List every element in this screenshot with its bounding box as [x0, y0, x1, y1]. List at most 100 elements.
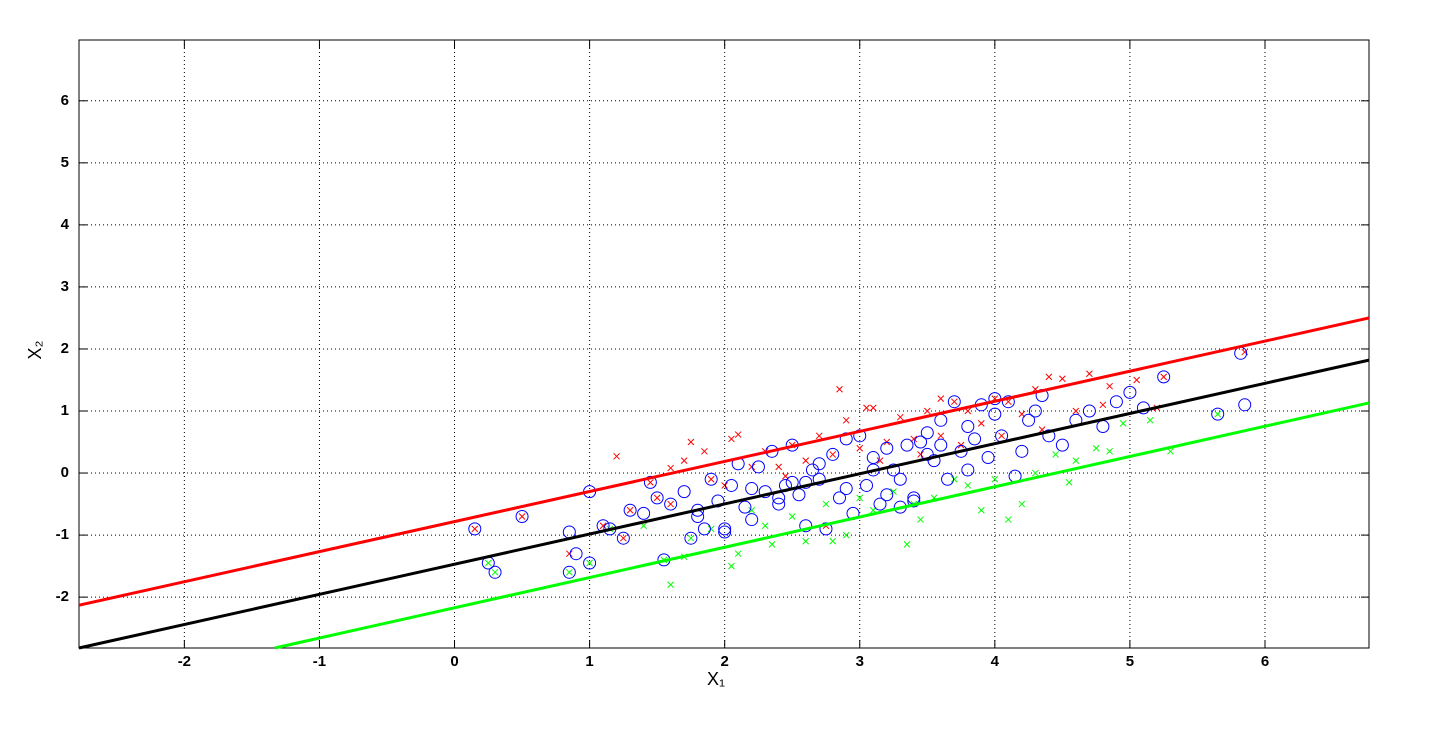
point-cross — [518, 513, 526, 520]
point-cross — [842, 416, 850, 424]
point-circle — [920, 426, 934, 440]
point-circle — [812, 457, 826, 471]
point-cross — [1072, 407, 1080, 415]
point-cross — [950, 398, 958, 406]
point-cross — [869, 404, 877, 412]
point-cross — [565, 550, 573, 558]
x-tick-label: 1 — [585, 653, 593, 670]
x-tick-label: 0 — [450, 653, 458, 670]
point-circle — [1042, 429, 1056, 443]
point-cross — [917, 516, 924, 523]
point-cross — [937, 432, 945, 440]
point-cross — [491, 568, 499, 576]
point-cross — [647, 478, 654, 486]
point-circle — [562, 565, 576, 579]
point-cross — [950, 475, 958, 483]
point-circle — [1082, 404, 1096, 418]
point-cross — [707, 475, 715, 483]
point-circle — [697, 522, 711, 536]
point-circle — [826, 447, 840, 461]
point-circle — [819, 522, 833, 536]
point-cross — [748, 463, 756, 471]
x-tick-label: -1 — [313, 653, 326, 670]
point-circle — [907, 494, 921, 508]
point-cross — [1065, 478, 1073, 486]
point-cross — [620, 534, 627, 542]
point-cross — [863, 404, 870, 412]
point-circle — [799, 519, 813, 533]
point-circle — [1211, 407, 1225, 421]
point-cross — [991, 475, 999, 483]
y-tick-label: -1 — [56, 526, 69, 543]
point-circle — [724, 478, 738, 492]
point-circle — [968, 432, 982, 446]
point-circle — [941, 472, 955, 486]
point-cross — [802, 457, 810, 464]
point-circle — [677, 485, 691, 499]
point-circle — [643, 475, 657, 489]
point-cross — [802, 537, 810, 545]
y-tick-label: 5 — [61, 154, 69, 171]
point-circle — [920, 447, 934, 461]
point-cross — [761, 522, 769, 530]
y-tick-label: 4 — [61, 216, 70, 233]
point-cross — [728, 435, 735, 443]
point-cross — [721, 482, 729, 489]
point-circle — [1022, 413, 1036, 427]
point-circle — [1123, 385, 1137, 399]
point-cross — [1106, 447, 1114, 455]
line — [274, 401, 1370, 650]
point-cross — [856, 494, 864, 502]
point-cross — [471, 525, 479, 533]
point-circle — [637, 506, 651, 520]
x-tick-label: 3 — [856, 653, 864, 670]
point-cross — [856, 444, 864, 452]
point-circle — [947, 395, 961, 409]
point-cross — [599, 522, 607, 530]
point-cross — [829, 537, 837, 545]
point-cross — [788, 513, 796, 520]
point-cross — [923, 407, 931, 415]
point-cross — [1119, 420, 1127, 427]
point-cross — [896, 413, 904, 421]
y-tick-label: 2 — [61, 340, 69, 357]
point-circle — [934, 438, 948, 452]
point-cross — [842, 531, 850, 539]
point-circle — [1157, 370, 1171, 384]
y-tick-label: 3 — [61, 278, 69, 295]
point-cross — [1214, 410, 1222, 418]
point-circle — [799, 475, 813, 489]
point-cross — [1045, 373, 1053, 381]
x-tick-label: 4 — [991, 653, 1000, 670]
point-circle — [961, 463, 975, 477]
point-cross — [822, 500, 830, 508]
point-cross — [977, 420, 985, 427]
point-circle — [718, 522, 732, 536]
point-circle — [812, 472, 826, 486]
point-circle — [623, 503, 637, 517]
point-circle — [718, 525, 732, 539]
line — [78, 358, 1370, 650]
point-cross — [687, 438, 695, 446]
point-cross — [734, 431, 742, 438]
point-cross — [1004, 516, 1012, 523]
point-circle — [772, 497, 786, 511]
point-cross — [734, 550, 742, 558]
point-cross — [748, 506, 756, 514]
point-circle — [914, 435, 928, 449]
point-circle — [1238, 398, 1252, 412]
point-cross — [815, 432, 823, 440]
point-cross — [1146, 416, 1154, 424]
point-cross — [626, 506, 634, 514]
point-cross — [586, 559, 593, 567]
point-circle — [880, 488, 894, 502]
point-circle — [839, 482, 853, 496]
point-cross — [687, 534, 695, 542]
point-cross — [876, 457, 884, 464]
point-cross — [977, 506, 985, 514]
x-axis-label: X₁ — [707, 669, 725, 689]
point-cross — [728, 562, 735, 570]
point-circle — [961, 420, 975, 434]
point-circle — [738, 500, 752, 514]
